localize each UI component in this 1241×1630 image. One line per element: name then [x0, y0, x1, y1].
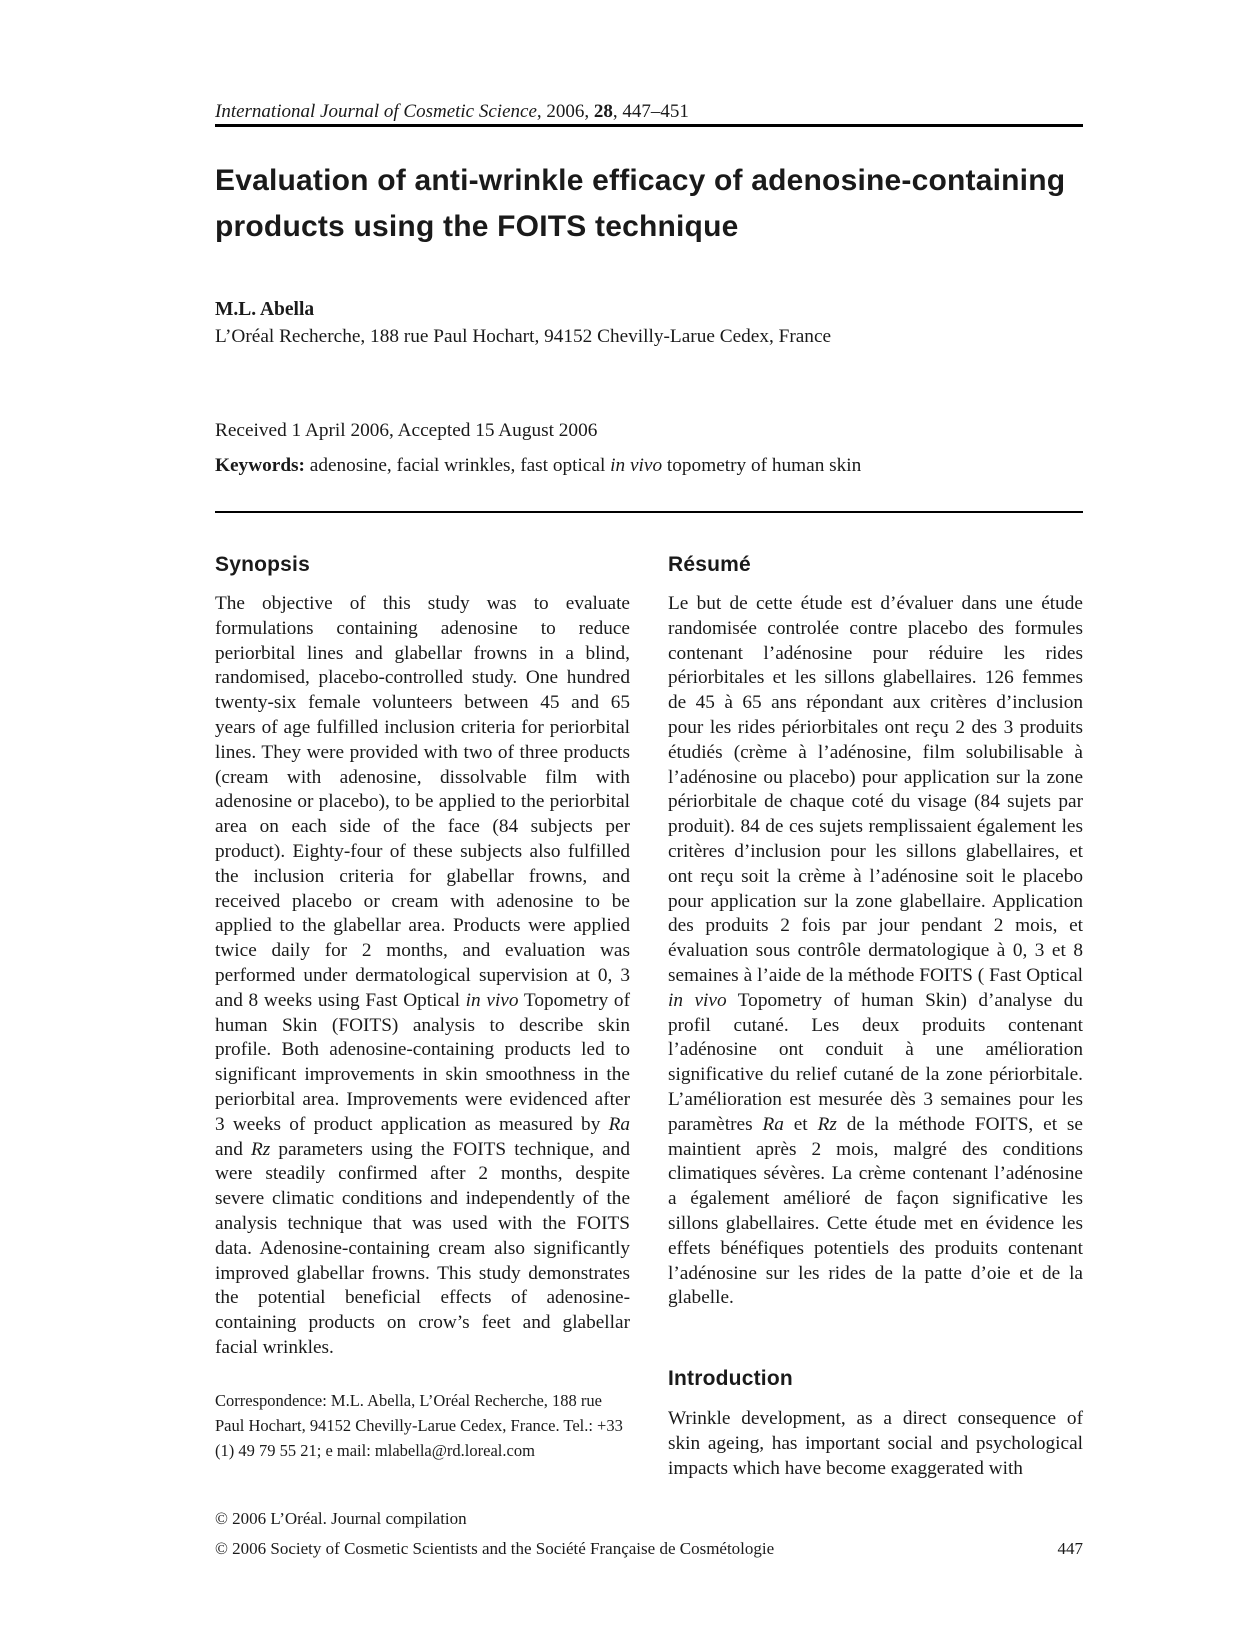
- keywords-text-2: topometry of human skin: [662, 455, 862, 476]
- synopsis-seg-5: and: [215, 1138, 251, 1160]
- author-affiliation: L’Oréal Recherche, 188 rue Paul Hochart,…: [215, 326, 832, 347]
- article-title: Evaluation of anti-wrinkle efficacy of a…: [215, 164, 1066, 243]
- resume-heading: Résumé: [668, 553, 751, 576]
- journal-year: , 2006,: [536, 101, 594, 122]
- synopsis-seg-1: The objective of this study was to evalu…: [215, 593, 630, 1011]
- journal-header: International Journal of Cosmetic Scienc…: [215, 101, 689, 123]
- synopsis-seg-7: parameters using the FOITS technique, an…: [215, 1138, 630, 1358]
- synopsis-rz-italic: Rz: [250, 1138, 271, 1160]
- resume-invivo-italic: in vivo: [668, 989, 727, 1011]
- synopsis-ra-italic: Ra: [608, 1113, 630, 1135]
- footer-copyright-line-2: © 2006 Society of Cosmetic Scientists an…: [215, 1539, 775, 1558]
- resume-paragraph: Le but de cette étude est d’évaluer dans…: [668, 592, 1083, 1311]
- resume-seg-1: Le but de cette étude est d’évaluer dans…: [668, 593, 1083, 986]
- keywords-text-1: adenosine, facial wrinkles, fast optical: [304, 455, 611, 476]
- two-column-body: Synopsis The objective of this study was…: [215, 553, 1083, 1482]
- page-number: 447: [1057, 1539, 1084, 1558]
- resume-seg-3: Topometry of human Skin) d’analyse du pr…: [668, 989, 1083, 1135]
- synopsis-heading: Synopsis: [215, 553, 310, 576]
- footer-copyright-line-1: © 2006 L’Oréal. Journal compilation: [215, 1509, 467, 1528]
- resume-seg-5: et: [783, 1113, 818, 1135]
- introduction-heading: Introduction: [668, 1367, 793, 1391]
- synopsis-seg-3: Topometry of human Skin (FOITS) analysis…: [215, 989, 630, 1135]
- introduction-paragraph: Wrinkle development, as a direct consequ…: [668, 1408, 1083, 1479]
- section-rule: [215, 511, 1083, 513]
- synopsis-paragraph: The objective of this study was to evalu…: [215, 592, 630, 1361]
- author-name: M.L. Abella: [215, 299, 315, 320]
- resume-rz-italic: Rz: [817, 1113, 837, 1135]
- received-accepted-dates: Received 1 April 2006, Accepted 15 Augus…: [215, 420, 598, 441]
- header-rule: [215, 124, 1083, 127]
- keywords-italic-term: in vivo: [610, 455, 663, 476]
- footer-row-2: © 2006 Society of Cosmetic Scientists an…: [215, 1534, 1083, 1564]
- resume-ra-italic: Ra: [762, 1113, 784, 1135]
- journal-name: International Journal of Cosmetic Scienc…: [215, 101, 537, 122]
- journal-volume: 28: [593, 101, 613, 122]
- correspondence-note: Correspondence: M.L. Abella, L’Oréal Rec…: [215, 1390, 623, 1460]
- synopsis-invivo-italic: in vivo: [465, 989, 519, 1011]
- keywords-line: Keywords: adenosine, facial wrinkles, fa…: [215, 455, 1083, 477]
- left-column: Synopsis The objective of this study was…: [215, 553, 630, 1482]
- page-footer: © 2006 L’Oréal. Journal compilation © 20…: [215, 1504, 1083, 1564]
- keywords-label: Keywords:: [215, 455, 305, 476]
- resume-seg-7: de la méthode FOITS, et se maintient apr…: [668, 1113, 1083, 1309]
- right-column: Résumé Le but de cette étude est d’évalu…: [668, 553, 1083, 1482]
- journal-pages-range: , 447–451: [612, 101, 689, 122]
